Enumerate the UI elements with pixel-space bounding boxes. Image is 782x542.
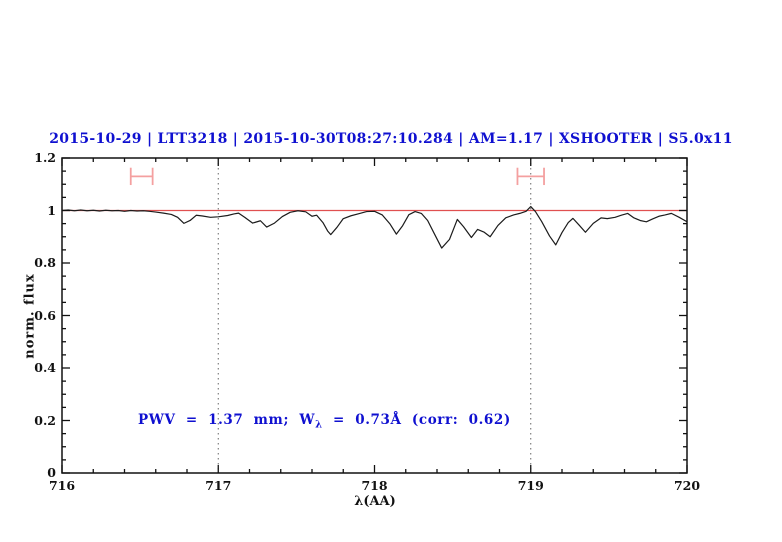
y-tick-label: 0.4 — [34, 360, 56, 375]
y-tick-label: 1.2 — [34, 150, 56, 165]
pwv-annotation-suffix: = 0.73Å (corr: 0.62) — [322, 412, 511, 428]
plot-title: 2015-10-29 | LTT3218 | 2015-10-30T08:27:… — [49, 131, 733, 147]
fit-range-marker — [516, 167, 545, 186]
y-tick-label: 0.6 — [34, 307, 56, 323]
x-tick-label: 717 — [205, 478, 232, 493]
pwv-annotation-subscript: λ — [315, 419, 323, 431]
spectrum-line — [61, 205, 688, 249]
x-tick-label: 718 — [361, 478, 388, 493]
y-tick-label: 0 — [47, 465, 56, 480]
y-tick-label: 1 — [47, 202, 56, 218]
x-tick-label: 719 — [517, 478, 544, 493]
x-tick-label: 716 — [48, 478, 76, 493]
y-tick-label: 0.2 — [34, 412, 56, 428]
x-tick-label: 720 — [673, 478, 701, 493]
pwv-annotation-prefix: PWV = 1.37 mm; W — [138, 412, 316, 428]
fit-range-marker — [129, 167, 154, 186]
y-tick-label: 0.8 — [34, 255, 56, 270]
y-axis-label: norm. flux — [22, 273, 38, 359]
x-axis-label: λ(AA) — [354, 494, 396, 509]
pwv-annotation: PWV = 1.37 mm; Wλ = 0.73Å (corr: 0.62) — [138, 412, 511, 431]
